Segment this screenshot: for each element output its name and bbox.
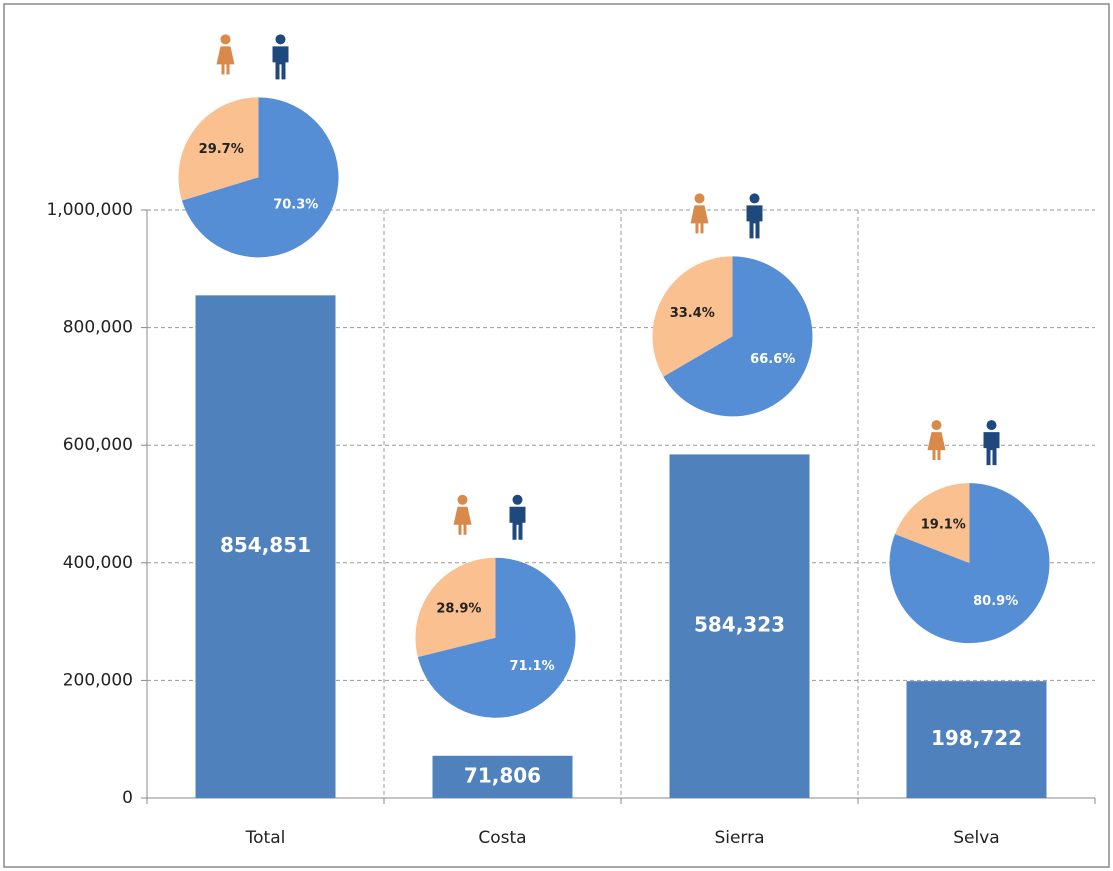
icon-body bbox=[690, 205, 709, 234]
pie-label: 70.3% bbox=[273, 197, 318, 212]
female-icon bbox=[453, 494, 472, 535]
icon-body bbox=[983, 432, 1000, 466]
icon-body bbox=[927, 432, 946, 461]
male-icon bbox=[746, 193, 763, 239]
y-tick-label: 800,000 bbox=[63, 318, 133, 338]
pie-slice bbox=[417, 557, 576, 718]
bar-label: 71,806 bbox=[464, 763, 541, 787]
pie-label: 66.6% bbox=[750, 352, 795, 367]
icon-head bbox=[457, 494, 468, 505]
pie-slice bbox=[663, 256, 813, 417]
icon-head bbox=[275, 34, 286, 45]
icon-body bbox=[272, 46, 289, 80]
icon-body bbox=[509, 506, 526, 540]
y-tick-label: 400,000 bbox=[63, 553, 133, 573]
bar-label: 198,722 bbox=[931, 726, 1022, 750]
y-tick-label: 600,000 bbox=[63, 435, 133, 455]
x-tick-label: Costa bbox=[478, 828, 526, 848]
icon-head bbox=[749, 193, 760, 204]
icon-head bbox=[220, 34, 231, 45]
y-tick-label: 0 bbox=[122, 788, 133, 808]
icon-body bbox=[216, 46, 235, 75]
x-tick-label: Selva bbox=[953, 828, 999, 848]
pie-slice bbox=[181, 97, 339, 258]
female-icon bbox=[927, 420, 946, 461]
x-tick-label: Sierra bbox=[714, 828, 764, 848]
bar bbox=[432, 755, 573, 798]
pie-slice bbox=[889, 483, 1050, 644]
pie-slice bbox=[178, 97, 259, 201]
bar bbox=[195, 295, 336, 798]
female-icon bbox=[690, 193, 709, 234]
icon-head bbox=[694, 193, 705, 204]
pie-label: 19.1% bbox=[921, 517, 966, 532]
icon-head bbox=[512, 494, 523, 505]
icon-body bbox=[453, 506, 472, 535]
bar-label: 584,323 bbox=[694, 613, 785, 637]
icon-head bbox=[931, 420, 942, 431]
pie-label: 28.9% bbox=[436, 602, 481, 617]
female-icon bbox=[216, 34, 235, 75]
male-icon bbox=[272, 34, 289, 80]
bar-label: 854,851 bbox=[220, 533, 311, 557]
pie-label: 71.1% bbox=[510, 659, 555, 674]
pie-label: 29.7% bbox=[199, 142, 244, 157]
bar bbox=[669, 454, 810, 798]
pie-slice bbox=[894, 483, 970, 564]
male-icon bbox=[983, 420, 1000, 466]
y-tick-label: 200,000 bbox=[63, 670, 133, 690]
x-tick-label: Total bbox=[245, 828, 286, 848]
pie-label: 80.9% bbox=[973, 594, 1018, 609]
pie-slice bbox=[652, 256, 733, 377]
icon-head bbox=[986, 420, 997, 431]
pie-label: 33.4% bbox=[670, 306, 715, 321]
bar bbox=[906, 681, 1047, 798]
y-tick-label: 1,000,000 bbox=[46, 200, 133, 220]
pie-slice bbox=[415, 557, 496, 658]
male-icon bbox=[509, 494, 526, 540]
icon-body bbox=[746, 205, 763, 239]
